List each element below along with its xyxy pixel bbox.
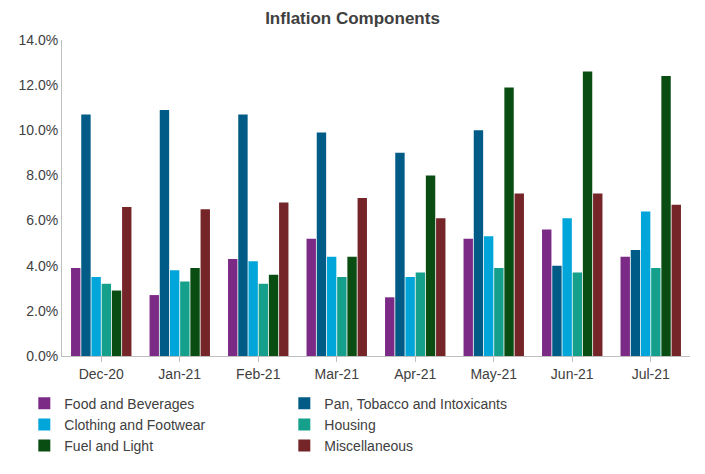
svg-text:12.0%: 12.0% <box>18 77 58 93</box>
svg-text:Dec-20: Dec-20 <box>79 366 124 382</box>
svg-text:Clothing and Footwear: Clothing and Footwear <box>64 417 205 433</box>
svg-text:0.0%: 0.0% <box>26 348 58 364</box>
svg-text:Inflation Components: Inflation Components <box>265 9 440 28</box>
svg-text:Pan, Tobacco and Intoxicants: Pan, Tobacco and Intoxicants <box>324 396 507 412</box>
svg-text:May-21: May-21 <box>470 366 517 382</box>
svg-text:4.0%: 4.0% <box>26 258 58 274</box>
svg-text:Food and Beverages: Food and Beverages <box>64 396 194 412</box>
svg-text:14.0%: 14.0% <box>18 32 58 48</box>
svg-text:Jun-21: Jun-21 <box>551 366 594 382</box>
svg-text:Jan-21: Jan-21 <box>158 366 201 382</box>
svg-text:Apr-21: Apr-21 <box>394 366 436 382</box>
svg-text:Housing: Housing <box>324 417 375 433</box>
svg-text:Jul-21: Jul-21 <box>632 366 670 382</box>
svg-text:2.0%: 2.0% <box>26 303 58 319</box>
svg-text:6.0%: 6.0% <box>26 212 58 228</box>
svg-text:10.0%: 10.0% <box>18 122 58 138</box>
svg-text:Miscellaneous: Miscellaneous <box>324 438 413 454</box>
svg-text:Feb-21: Feb-21 <box>236 366 281 382</box>
svg-text:8.0%: 8.0% <box>26 167 58 183</box>
svg-text:Fuel and Light: Fuel and Light <box>64 438 153 454</box>
svg-text:Mar-21: Mar-21 <box>315 366 360 382</box>
